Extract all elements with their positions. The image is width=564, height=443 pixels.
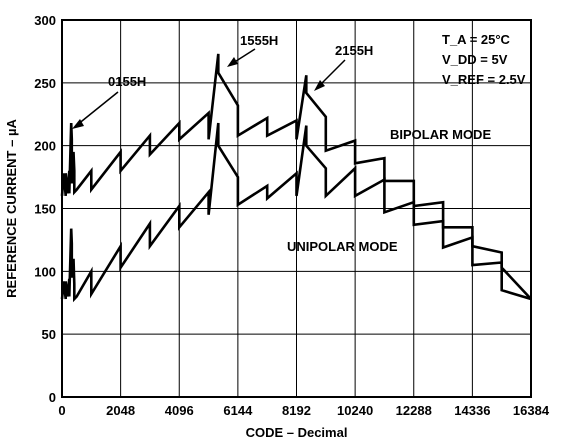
x-axis-label: CODE – Decimal	[246, 425, 348, 440]
x-tick-label: 2048	[106, 403, 135, 418]
x-tick-label: 4096	[165, 403, 194, 418]
series-line-unipolar-mode	[60, 122, 532, 303]
annotation-bipolar-mode: BIPOLAR MODE	[390, 127, 491, 142]
arrow-0155h	[72, 91, 119, 129]
x-tick-label: 6144	[223, 403, 253, 418]
arrow-1555h	[227, 48, 256, 67]
x-tick-label: 0	[58, 403, 65, 418]
y-axis-label: REFERENCE CURRENT – µA	[4, 119, 19, 298]
y-tick-label: 0	[49, 390, 56, 405]
annotation-2155h: 2155H	[335, 43, 373, 58]
grid-lines	[61, 19, 532, 398]
condition-vdd: V_DD = 5V	[442, 52, 508, 67]
x-tick-label: 12288	[396, 403, 432, 418]
y-tick-label: 100	[34, 264, 56, 279]
x-tick-labels: 0 2048 4096 6144 8192 10240 12288 14336 16384	[58, 403, 549, 418]
y-tick-label: 150	[34, 202, 56, 217]
series-line-bipolar-mode	[60, 53, 532, 300]
annotation-1555h: 1555H	[240, 33, 278, 48]
x-tick-label: 10240	[337, 403, 373, 418]
arrow-2155h	[314, 59, 346, 91]
plot-frame	[61, 19, 532, 398]
conditions-block: T_A = 25°C V_DD = 5V V_REF = 2.5V	[442, 32, 526, 87]
annotation-unipolar-mode: UNIPOLAR MODE	[287, 239, 398, 254]
x-tick-label: 14336	[454, 403, 490, 418]
y-tick-label: 300	[34, 13, 56, 28]
y-tick-label: 250	[34, 76, 56, 91]
condition-ta: T_A = 25°C	[442, 32, 511, 47]
annotations: 0155H 1555H 2155H BIPOLAR MODE UNIPOLAR …	[72, 33, 491, 254]
annotation-0155h: 0155H	[108, 74, 146, 89]
x-tick-label: 8192	[282, 403, 311, 418]
condition-vref: V_REF = 2.5V	[442, 72, 526, 87]
x-tick-label: 16384	[513, 403, 550, 418]
y-tick-label: 200	[34, 139, 56, 154]
y-tick-labels: 0 50 100 150 200 250 300	[34, 13, 56, 405]
y-tick-label: 50	[42, 327, 56, 342]
series-lines	[60, 53, 532, 303]
